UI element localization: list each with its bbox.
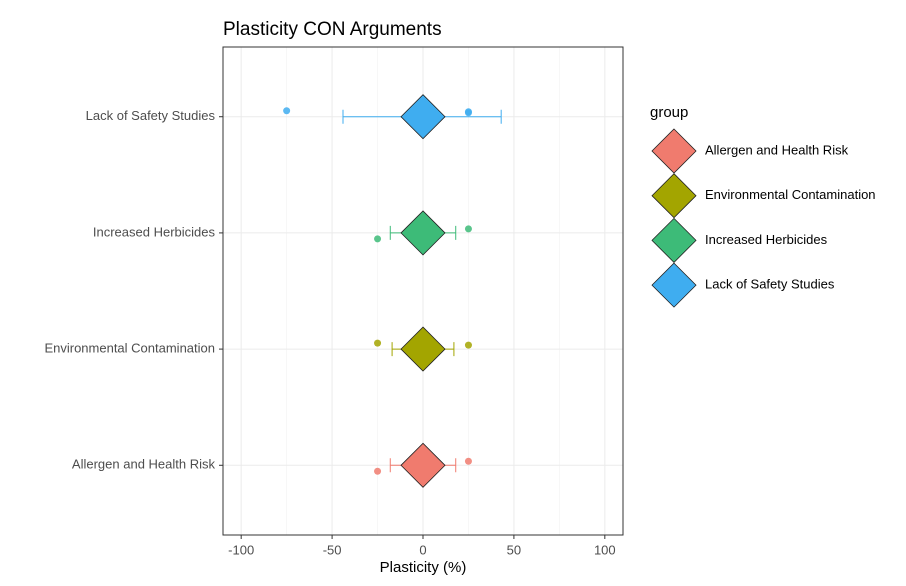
legend-title: group — [650, 104, 688, 121]
data-point — [374, 339, 382, 347]
data-point — [374, 235, 382, 243]
mean-diamond — [400, 326, 446, 372]
legend-key — [651, 262, 697, 308]
data-point — [374, 467, 382, 475]
x-tick-label: 50 — [507, 542, 521, 557]
legend-label: Increased Herbicides — [705, 232, 828, 247]
x-tick-label: 100 — [594, 542, 616, 557]
legend-key — [651, 173, 697, 219]
x-axis-label: Plasticity (%) — [380, 559, 467, 576]
data-point — [464, 225, 472, 233]
legend-label: Environmental Contamination — [705, 187, 876, 202]
x-tick-label: -100 — [228, 542, 254, 557]
mean-diamond — [400, 442, 446, 488]
panel-border — [222, 46, 624, 536]
data-point — [283, 107, 291, 115]
y-tick-label: Lack of Safety Studies — [86, 108, 216, 123]
data-point — [464, 108, 472, 116]
legend-key — [651, 217, 697, 263]
x-tick-label: 0 — [419, 542, 426, 557]
legend-key — [651, 128, 697, 174]
y-tick-label: Allergen and Health Risk — [72, 457, 216, 472]
data-point — [464, 457, 472, 465]
data-point — [464, 341, 472, 349]
legend-label: Lack of Safety Studies — [705, 277, 835, 292]
chart-title: Plasticity CON Arguments — [223, 19, 442, 40]
y-tick-label: Increased Herbicides — [93, 224, 216, 239]
mean-diamond — [400, 210, 446, 256]
mean-diamond — [400, 94, 446, 140]
y-tick-label: Environmental Contamination — [44, 341, 215, 356]
x-tick-label: -50 — [323, 542, 342, 557]
legend-label: Allergen and Health Risk — [705, 142, 849, 157]
